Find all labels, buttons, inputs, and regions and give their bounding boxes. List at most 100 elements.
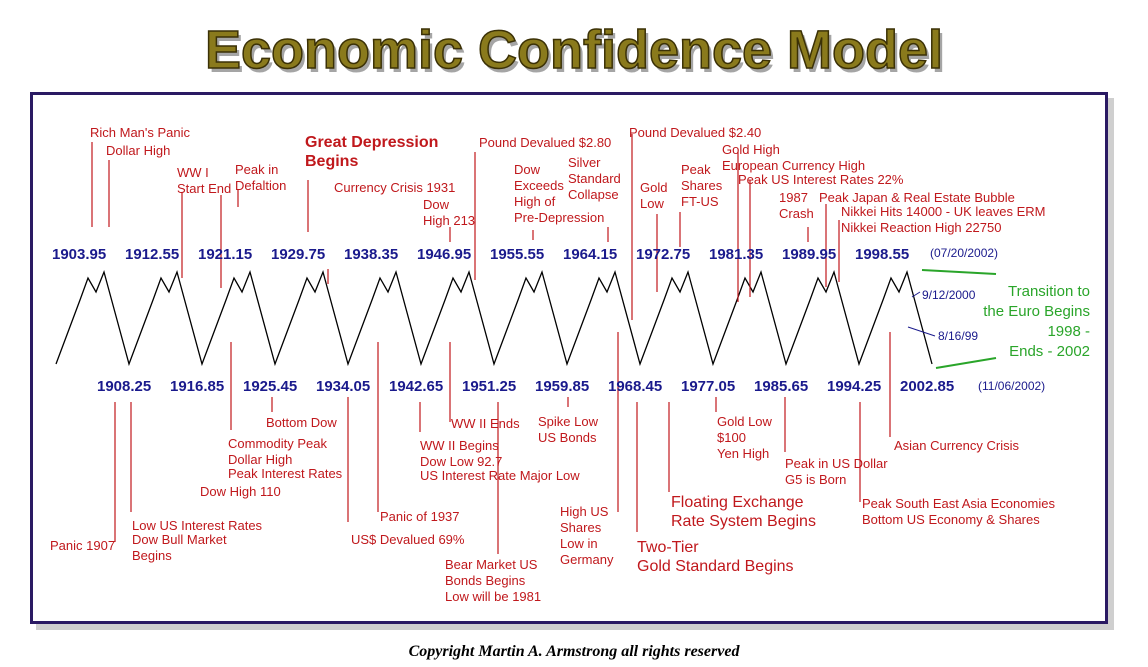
event-label-top: Dow [514, 162, 541, 177]
event-label-top: Pound Devalued $2.80 [479, 135, 611, 150]
event-label-bottom: Gold Standard Begins [637, 558, 794, 575]
turning-point-bottom: 2002.85 [900, 378, 954, 395]
event-label-bottom: US Interest Rate Major Low [420, 468, 580, 483]
event-label-top: High 213 [423, 213, 475, 228]
event-label-top: Low [640, 196, 664, 211]
event-label-top: Defaltion [235, 178, 286, 193]
event-label-top: Crash [779, 206, 814, 221]
event-label-bottom: Two-Tier [637, 539, 699, 556]
event-label-top: Nikkei Reaction High 22750 [841, 220, 1001, 235]
svg-text:1998 -: 1998 - [1047, 323, 1090, 340]
turning-point-bottom: 1934.05 [316, 378, 370, 395]
turning-point-bottom: 1994.25 [827, 378, 881, 395]
turning-point-bottom-note: (11/06/2002) [978, 379, 1045, 393]
event-label-bottom: High US [560, 504, 609, 519]
event-label-bottom: Rate System Begins [671, 513, 816, 530]
turning-point-bottom: 1977.05 [681, 378, 735, 395]
date-label-2: 8/16/99 [938, 329, 978, 343]
svg-text:the Euro Begins: the Euro Begins [983, 303, 1090, 320]
turning-point-top: 1912.55 [125, 246, 179, 263]
turning-point-bottom: 1908.25 [97, 378, 151, 395]
event-label-top: Currency Crisis 1931 [334, 180, 455, 195]
event-label-top: Peak [681, 162, 711, 177]
event-label-bottom: Begins [132, 548, 172, 563]
event-label-bottom: Bonds Begins [445, 573, 526, 588]
event-label-bottom: Low US Interest Rates [132, 518, 263, 533]
turning-point-top: 1921.15 [198, 246, 252, 263]
event-label-top: Standard [568, 171, 621, 186]
turning-point-bottom: 1951.25 [462, 378, 516, 395]
transition-text: Transition to the Euro Begins 1998 - End… [983, 283, 1090, 360]
event-label-bottom: Asian Currency Crisis [894, 438, 1019, 453]
event-label-top: Peak in [235, 162, 278, 177]
turning-point-top: 1929.75 [271, 246, 325, 263]
title-shadow: Economic Confidence Model [208, 24, 946, 84]
event-label-bottom: Dow High 110 [200, 484, 281, 499]
event-label-bottom: Peak in US Dollar [785, 456, 888, 471]
event-label-bottom: Commodity Peak [228, 436, 327, 451]
event-label-top: Peak Japan & Real Estate Bubble [819, 190, 1015, 205]
ecm-diagram: 1903.95 1912.55 1921.15 1929.75 1938.35 1946.… [50, 125, 1090, 604]
event-label-bottom: Yen High [717, 446, 769, 461]
event-label-top: WW I [177, 165, 209, 180]
event-label-bottom: Peak South East Asia Economies [862, 496, 1055, 511]
event-label-bottom: Panic 1907 [50, 538, 115, 553]
event-label-bottom: Low in [560, 536, 598, 551]
event-label-top: Silver [568, 155, 601, 170]
event-label-top: Begins [305, 153, 358, 170]
page-title: Economic Confidence Model Economic Confi… [204, 19, 946, 84]
event-label-top: Shares [681, 178, 723, 193]
turning-point-top: 1964.15 [563, 246, 617, 263]
event-label-bottom: Dow Bull Market [132, 532, 227, 547]
event-label-top: FT-US [681, 194, 719, 209]
event-label-bottom: Gold Low [717, 414, 773, 429]
turning-point-top: 1903.95 [52, 246, 106, 263]
turning-point-top: 1938.35 [344, 246, 398, 263]
transition-line-bottom [935, 357, 997, 369]
turning-point-bottom: 1916.85 [170, 378, 224, 395]
event-label-top: European Currency High [722, 158, 865, 173]
turning-point-top: 1981.35 [709, 246, 763, 263]
title-text: Economic Confidence Model [205, 20, 943, 80]
event-label-bottom: US Bonds [538, 430, 597, 445]
event-label-bottom: Dow Low 92.7 [420, 454, 502, 469]
turning-point-top: 1998.55 [855, 246, 909, 263]
event-label-top: Collapse [568, 187, 619, 202]
event-label-bottom: Panic of 1937 [380, 509, 460, 524]
event-label-top: Exceeds [514, 178, 564, 193]
event-label-bottom: Germany [560, 552, 614, 567]
svg-text:Ends - 2002: Ends - 2002 [1009, 343, 1090, 360]
event-label-bottom: Peak Interest Rates [228, 466, 343, 481]
date-connector-1 [911, 291, 921, 298]
event-label-top: Gold High [722, 142, 780, 157]
confidence-wave [55, 269, 933, 367]
turning-points-top: 1903.95 1912.55 1921.15 1929.75 1938.35 1946.… [52, 246, 909, 263]
turning-point-bottom: 1925.45 [243, 378, 297, 395]
event-label-bottom: Spike Low [538, 414, 599, 429]
copyright-text: Copyright Martin A. Armstrong all rights… [408, 643, 740, 660]
event-label-bottom: Low will be 1981 [445, 589, 541, 604]
connector-lines [91, 134, 891, 554]
date-label-1: 9/12/2000 [922, 288, 976, 302]
event-label-top: Start End [177, 181, 231, 196]
event-label-bottom: Bottom US Economy & Shares [862, 512, 1040, 527]
event-label-top: Dollar High [106, 143, 170, 158]
event-label-bottom: Bear Market US [445, 557, 538, 572]
event-label-bottom: Bottom Dow [266, 415, 337, 430]
turning-point-top: 1989.95 [782, 246, 836, 263]
event-label-bottom: Floating Exchange [671, 494, 804, 511]
event-label-bottom: US$ Devalued 69% [351, 532, 465, 547]
turning-point-top: 1972.75 [636, 246, 690, 263]
turning-point-top: 1946.95 [417, 246, 471, 263]
event-label-top: 1987 [779, 190, 808, 205]
event-label-bottom: G5 is Born [785, 472, 846, 487]
svg-text:Transition to: Transition to [1008, 283, 1090, 300]
event-label-top: Rich Man's Panic [90, 125, 191, 140]
turning-point-top: 1955.55 [490, 246, 544, 263]
event-label-bottom: WW II Ends [451, 416, 520, 431]
turning-point-bottom: 1959.85 [535, 378, 589, 395]
turning-points-bottom: 1908.25 1916.85 1925.45 1934.05 1942.65 1951.… [97, 378, 954, 395]
event-label-top: Gold [640, 180, 667, 195]
